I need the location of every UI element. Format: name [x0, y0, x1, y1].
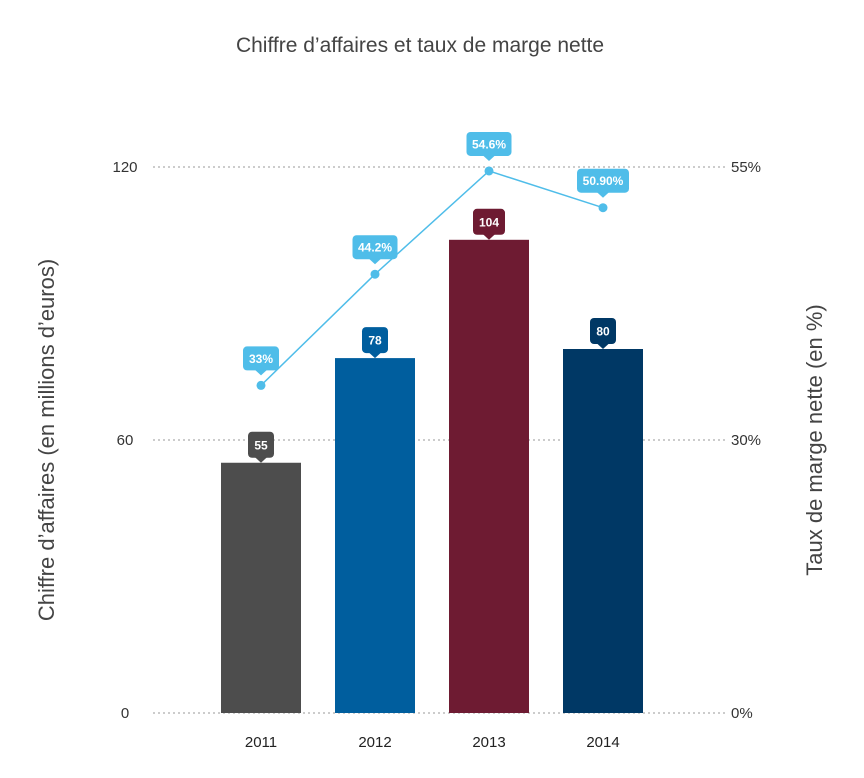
- rate-data-label: 54.6%: [466, 131, 512, 161]
- x-tick-label: 2014: [586, 734, 619, 751]
- bar-data-label-text: 78: [368, 334, 382, 348]
- bar: [563, 349, 643, 713]
- bar-data-label: 78: [362, 327, 388, 359]
- bar-data-label-pointer: [597, 343, 609, 349]
- x-tick-label: 2013: [472, 734, 505, 751]
- bar-data-label: 55: [248, 431, 274, 463]
- rate-data-label-box: [466, 131, 512, 156]
- x-tick-label: 2012: [358, 734, 391, 751]
- bar-data-label-text: 104: [479, 215, 499, 229]
- rate-data-label-pointer: [369, 258, 381, 265]
- bar-data-label-box: [248, 431, 274, 458]
- y-tick-label: 120: [112, 159, 137, 176]
- bar: [449, 239, 529, 714]
- bar-data-label-pointer: [255, 457, 267, 463]
- bar-data-label-pointer: [369, 352, 381, 359]
- rate-data-label-text: 33%: [249, 352, 273, 366]
- bar-data-label-box: [473, 208, 505, 235]
- rate-line: [260, 170, 604, 386]
- rate-data-label-pointer: [483, 155, 495, 161]
- x-tick-label: 2011: [245, 734, 277, 751]
- y2-axis-title: Taux de marge nette (en %): [802, 304, 827, 575]
- rate-data-label: 44.2%: [352, 235, 398, 265]
- bar-data-label-box: [590, 318, 616, 344]
- chart-title: Chiffre d’affaires et taux de marge nett…: [236, 34, 604, 57]
- bar-data-label-pointer: [483, 234, 495, 240]
- bar-data-label: 104: [473, 208, 505, 240]
- y2-tick-label: 0%: [731, 705, 753, 722]
- bar-data-label-text: 80: [596, 325, 610, 339]
- y-tick-label: 60: [117, 432, 134, 449]
- rate-data-label-text: 54.6%: [472, 137, 506, 151]
- rate-point: [598, 203, 608, 213]
- rate-data-label-box: [577, 168, 629, 193]
- rate-data-label-box: [243, 346, 279, 371]
- rate-data-label-box: [352, 235, 398, 260]
- rate-data-label-pointer: [255, 369, 267, 376]
- rate-point: [484, 166, 494, 176]
- y-axis-title: Chiffre d’affaires (en millions d’euros): [34, 259, 59, 621]
- axis-labels: 0 0% 60 30% 120 55% 2011 2012 2013 2014: [112, 159, 761, 751]
- rate-data-label-text: 44.2%: [358, 241, 392, 255]
- rate-point: [370, 269, 380, 279]
- bar-data-label-box: [362, 327, 388, 354]
- y2-tick-label: 30%: [731, 432, 761, 449]
- rate-data-label: 50.90%: [577, 168, 629, 198]
- y-tick-label: 0: [121, 705, 129, 722]
- rate-series: 33% 44.2% 54.6% 50.90%: [243, 131, 629, 390]
- rate-point: [256, 380, 266, 390]
- bar-series: 55 78 104 80: [221, 208, 643, 714]
- bar-data-label: 80: [590, 318, 616, 349]
- bar-data-label-text: 55: [254, 438, 268, 452]
- y2-tick-label: 55%: [731, 159, 761, 176]
- rate-data-label-pointer: [597, 192, 609, 198]
- bar: [221, 462, 301, 713]
- rate-data-label-text: 50.90%: [583, 174, 624, 188]
- rate-data-label: 33%: [243, 346, 279, 376]
- bar: [335, 358, 415, 713]
